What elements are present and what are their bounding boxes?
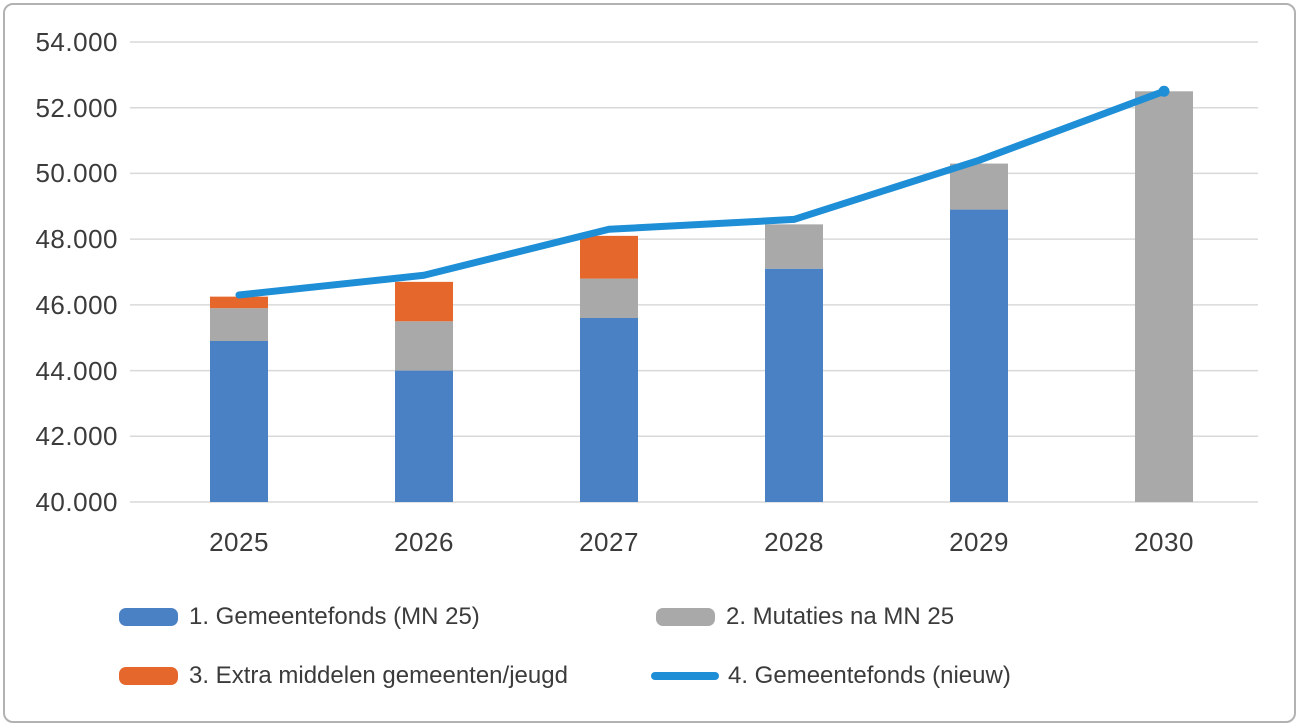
- bar-segment: [210, 308, 268, 341]
- legend-label: 2. Mutaties na MN 25: [726, 603, 955, 630]
- legend-label: 1. Gemeentefonds (MN 25): [189, 603, 480, 630]
- bar-segment: [395, 370, 453, 502]
- line-endpoint-marker: [1158, 85, 1170, 97]
- bar-segment: [950, 163, 1008, 210]
- bar-segment: [210, 341, 268, 502]
- legend-item-extra-middelen: 3. Extra middelen gemeenten/jeugd: [119, 662, 568, 689]
- x-axis-tick-label: 2025: [209, 527, 269, 557]
- y-axis-tick-label: 54.000: [35, 27, 118, 57]
- legend-item-gemeentefonds-mn25: 1. Gemeentefonds (MN 25): [119, 603, 480, 630]
- bar-segment: [765, 268, 823, 502]
- bar-segment: [580, 318, 638, 502]
- y-axis-tick-label: 42.000: [35, 421, 118, 452]
- x-axis-tick-label: 2028: [764, 527, 824, 557]
- legend-swatch-bar-blue: [119, 608, 178, 626]
- legend-swatch-bar-orange: [119, 667, 178, 685]
- legend-item-gemeentefonds-nieuw: 4. Gemeentefonds (nieuw): [651, 662, 1011, 689]
- legend-label: 3. Extra middelen gemeenten/jeugd: [189, 662, 568, 689]
- y-axis-tick-label: 40.000: [35, 487, 118, 517]
- x-axis-tick-label: 2030: [1134, 527, 1194, 557]
- bar-segment: [395, 321, 453, 371]
- legend-swatch-bar-gray: [656, 608, 715, 626]
- bar-segment: [580, 235, 638, 279]
- x-axis-tick-label: 2029: [949, 527, 1009, 557]
- bar-segment: [580, 278, 638, 318]
- line-series: [235, 87, 1168, 299]
- y-axis-tick-label: 50.000: [35, 158, 118, 189]
- legend-label: 4. Gemeentefonds (nieuw): [728, 662, 1011, 689]
- y-axis-tick-label: 48.000: [35, 224, 118, 255]
- bar-segment: [210, 296, 268, 309]
- y-axis-tick-label: 52.000: [35, 92, 118, 123]
- legend-swatch-line-blue: [651, 672, 719, 680]
- y-axis-tick-label: 46.000: [35, 289, 118, 320]
- x-axis-tick-label: 2026: [394, 527, 454, 557]
- y-axis-tick-label: 44.000: [35, 355, 118, 386]
- bar-segment: [1135, 91, 1193, 503]
- bar-segment: [765, 224, 823, 269]
- bar-segment: [395, 281, 453, 322]
- x-axis-tick-label: 2027: [579, 527, 639, 557]
- bar-segment: [950, 209, 1008, 503]
- legend-item-mutaties-na-mn25: 2. Mutaties na MN 25: [656, 603, 955, 630]
